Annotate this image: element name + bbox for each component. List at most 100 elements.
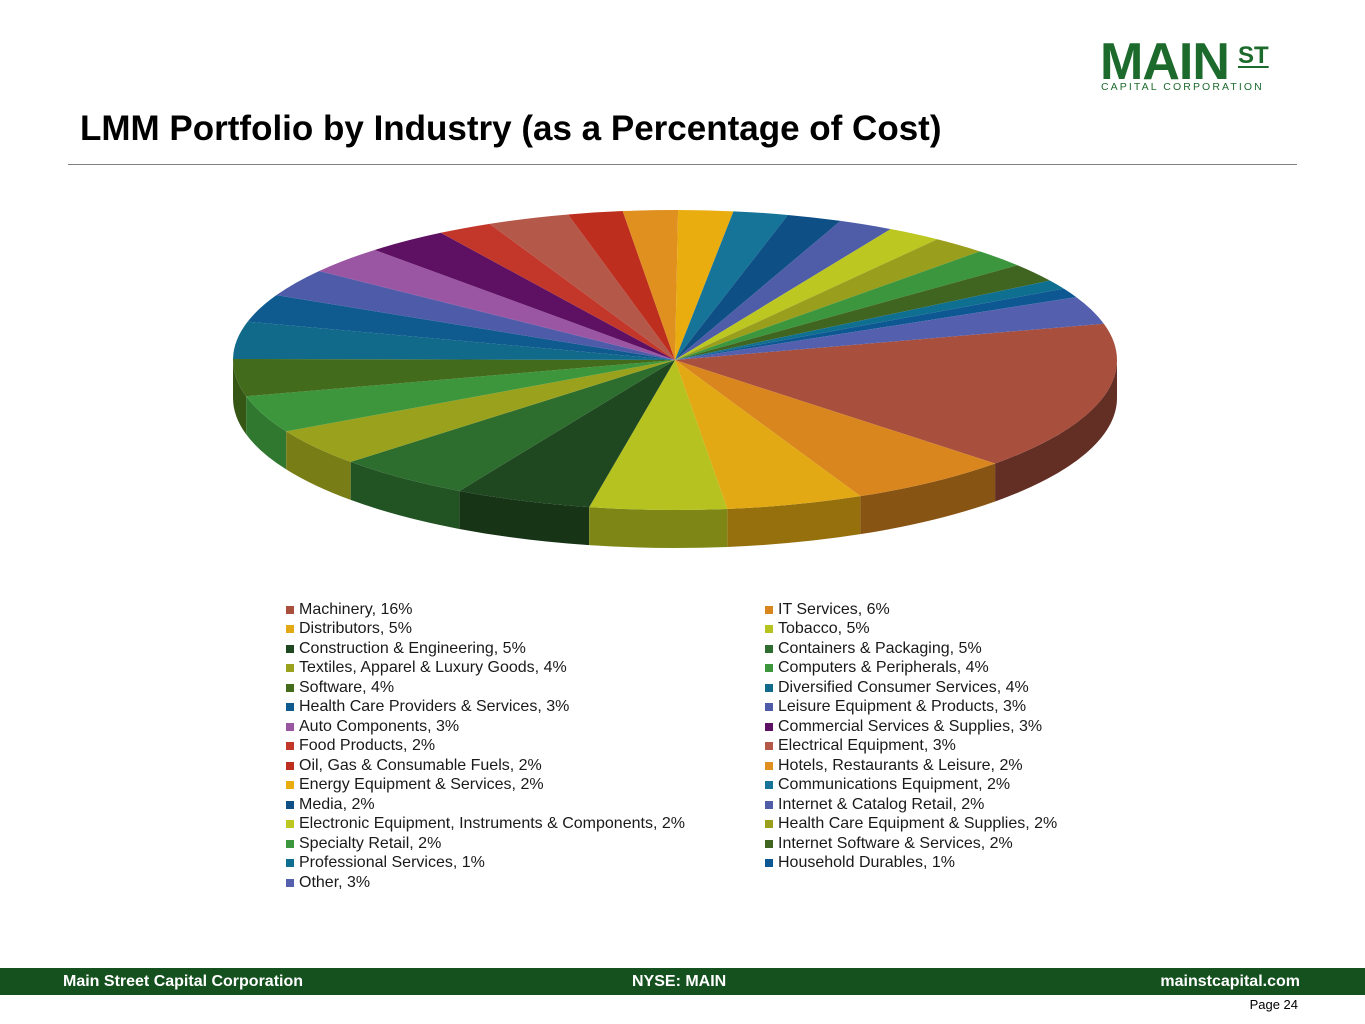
legend-item: Electrical Equipment, 3%	[765, 737, 1057, 757]
legend-label: Communications Equipment, 2%	[778, 776, 1011, 794]
legend-swatch	[286, 859, 294, 868]
legend-item: Leisure Equipment & Products, 3%	[765, 698, 1057, 718]
legend-swatch	[765, 644, 773, 653]
legend-swatch	[765, 781, 773, 790]
industry-pie-chart	[233, 210, 1117, 548]
pie-slice	[589, 360, 728, 510]
legend-label: Media, 2%	[299, 795, 375, 813]
footer-website: mainstcapital.com	[1160, 973, 1300, 990]
pie-slice	[675, 297, 1104, 360]
footer-company-name: Main Street Capital Corporation	[63, 973, 304, 990]
pie-slice	[675, 220, 891, 360]
legend-swatch	[286, 703, 294, 712]
footer-ticker: NYSE: MAIN	[632, 973, 727, 990]
footer-bar: Main Street Capital Corporation NYSE: MA…	[0, 968, 1365, 995]
legend-item: Internet & Catalog Retail, 2%	[765, 795, 1057, 815]
legend-label: Leisure Equipment & Products, 3%	[778, 698, 1027, 716]
legend-item: Machinery, 16%	[286, 600, 685, 620]
pie-slice	[276, 270, 675, 360]
pie-slice	[440, 223, 675, 360]
legend-swatch	[286, 683, 294, 692]
pie-side-segment	[246, 396, 287, 470]
legend-item: Food Products, 2%	[286, 737, 685, 757]
pie-side-segment	[727, 496, 861, 547]
legend-label: Distributors, 5%	[299, 620, 412, 638]
legend-label: Diversified Consumer Services, 4%	[778, 678, 1029, 696]
legend-label: Hotels, Restaurants & Leisure, 2%	[778, 756, 1023, 774]
legend-label: Internet & Catalog Retail, 2%	[778, 795, 985, 813]
legend-column-left: Machinery, 16% Distributors, 5% Constructi…	[286, 600, 685, 893]
legend-swatch	[765, 820, 773, 829]
legend-swatch	[286, 605, 294, 614]
legend-swatch	[286, 878, 294, 887]
legend-swatch	[286, 820, 294, 829]
pie-slice	[374, 232, 675, 360]
legend-swatch	[286, 664, 294, 673]
pie-slice	[675, 265, 1050, 360]
legend-label: Machinery, 16%	[299, 600, 413, 618]
pie-slice	[675, 280, 1064, 360]
legend-label: IT Services, 6%	[778, 600, 890, 618]
legend-swatch	[765, 605, 773, 614]
pie-slice	[246, 360, 676, 432]
legend-item: Commercial Services & Supplies, 3%	[765, 717, 1057, 737]
pie-slice	[319, 249, 675, 360]
pie-side-segment	[286, 431, 351, 500]
legend-label: Construction & Engineering, 5%	[299, 639, 526, 657]
legend-item: IT Services, 6%	[765, 600, 1057, 620]
pie-side-segment	[459, 490, 590, 546]
legend-item: Internet Software & Services, 2%	[765, 834, 1057, 854]
legend-swatch	[286, 742, 294, 751]
legend-label: Electrical Equipment, 3%	[778, 737, 956, 755]
pie-slice	[568, 211, 675, 360]
legend-swatch	[765, 839, 773, 848]
legend-label: Auto Components, 3%	[299, 717, 460, 735]
legend-swatch	[765, 761, 773, 770]
legend-label: Electronic Equipment, Instruments & Comp…	[299, 815, 685, 833]
legend-item: Construction & Engineering, 5%	[286, 639, 685, 659]
legend-item: Distributors, 5%	[286, 620, 685, 640]
pie-side-segment	[995, 360, 1117, 502]
legend-label: Computers & Peripherals, 4%	[778, 659, 989, 677]
pie-slice	[350, 360, 675, 491]
legend-swatch	[765, 742, 773, 751]
legend-item: Health Care Equipment & Supplies, 2%	[765, 815, 1057, 835]
legend-swatch	[765, 800, 773, 809]
legend-label: Specialty Retail, 2%	[299, 834, 442, 852]
legend-swatch	[286, 722, 294, 731]
pie-side-segment	[350, 461, 460, 529]
legend-column-right: IT Services, 6% Tobacco, 5% Containers & P…	[765, 600, 1057, 873]
pie-side-segment	[860, 463, 996, 535]
pie-slice	[459, 360, 675, 508]
legend-swatch	[286, 761, 294, 770]
legend-item: Containers & Packaging, 5%	[765, 639, 1057, 659]
legend-item: Energy Equipment & Services, 2%	[286, 776, 685, 796]
legend-item: Health Care Providers & Services, 3%	[286, 698, 685, 718]
legend-label: Health Care Providers & Services, 3%	[299, 698, 570, 716]
legend-swatch	[765, 722, 773, 731]
pie-slice	[675, 229, 938, 360]
pie-slice	[675, 360, 861, 509]
legend-label: Textiles, Apparel & Luxury Goods, 4%	[299, 659, 567, 677]
page-title: LMM Portfolio by Industry (as a Percenta…	[80, 109, 942, 148]
main-street-logo: MAIN ST CAPITAL CORPORATION	[1098, 36, 1280, 98]
legend-item: Tobacco, 5%	[765, 620, 1057, 640]
pie-side-segment	[589, 507, 728, 548]
legend-label: Professional Services, 1%	[299, 854, 485, 872]
legend-item: Household Durables, 1%	[765, 854, 1057, 874]
pie-slice	[489, 214, 675, 360]
pie-slice	[675, 214, 841, 360]
pie-slice	[675, 211, 788, 360]
legend-swatch	[286, 644, 294, 653]
legend-item: Oil, Gas & Consumable Fuels, 2%	[286, 756, 685, 776]
legend-item: Textiles, Apparel & Luxury Goods, 4%	[286, 659, 685, 679]
pie-sides	[233, 360, 1117, 548]
pie-top	[233, 210, 1117, 510]
legend-label: Commercial Services & Supplies, 3%	[778, 717, 1043, 735]
legend-item: Diversified Consumer Services, 4%	[765, 678, 1057, 698]
legend-label: Health Care Equipment & Supplies, 2%	[778, 815, 1058, 833]
legend-item: Other, 3%	[286, 873, 685, 893]
legend-swatch	[765, 703, 773, 712]
legend-item: Communications Equipment, 2%	[765, 776, 1057, 796]
pie-slice	[675, 239, 980, 360]
